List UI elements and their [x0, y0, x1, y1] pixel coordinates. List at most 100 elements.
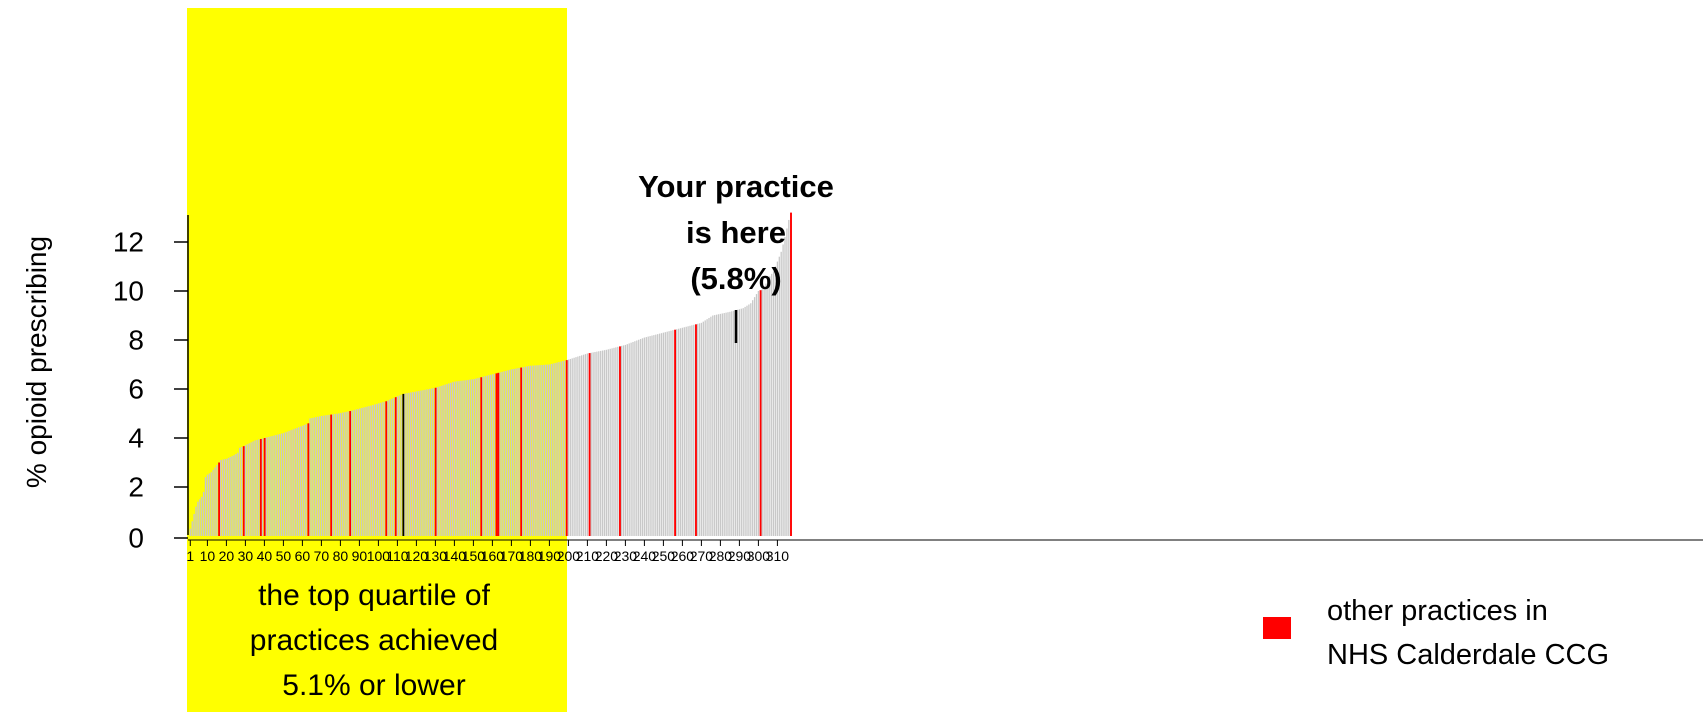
bar-practice — [586, 353, 589, 537]
y-tick-label: 8 — [128, 324, 144, 355]
bar-practice — [204, 477, 207, 536]
bar-practice — [755, 294, 758, 536]
bar-practice — [554, 363, 556, 536]
bar-practice — [429, 388, 431, 536]
bar-practice — [197, 501, 199, 536]
bar-practice — [278, 434, 281, 536]
bar-practice — [486, 375, 488, 536]
bar-practice — [212, 469, 214, 536]
bar-practice — [539, 365, 541, 536]
x-tick-label: 290 — [728, 548, 752, 564]
bar-practice — [448, 383, 450, 536]
bar-practice — [491, 374, 494, 536]
bar-practice — [455, 381, 457, 536]
bar-practice — [643, 337, 646, 536]
bar-practice — [584, 354, 587, 536]
bar-practice — [299, 426, 302, 537]
bar-practice — [784, 237, 786, 536]
x-tick-label: 140 — [443, 548, 467, 564]
bar-practice — [645, 337, 647, 536]
x-tick-label: 180 — [519, 548, 543, 564]
bar-practice — [558, 362, 560, 536]
bar-practice — [763, 288, 765, 536]
bar-practice — [206, 474, 209, 536]
bar-practice — [225, 458, 228, 536]
bar-ccg-practice — [588, 353, 591, 536]
bar-practice — [662, 332, 665, 536]
bar-practice — [430, 388, 433, 536]
bar-practice — [202, 491, 205, 536]
bar-practice — [666, 331, 668, 536]
bar-practice — [630, 342, 632, 536]
bar-practice — [639, 339, 642, 536]
bar-practice — [404, 393, 406, 536]
x-tick-label: 230 — [614, 548, 638, 564]
bar-practice — [717, 314, 720, 536]
bar-practice — [733, 310, 735, 536]
bar-practice — [294, 428, 296, 536]
bar-practice — [641, 338, 644, 536]
bar-practice — [590, 352, 592, 536]
bar-practice — [467, 379, 469, 536]
bar-practice — [453, 381, 456, 536]
bar-practice — [265, 437, 267, 536]
bar-ccg-practice — [263, 438, 266, 536]
bar-practice — [254, 440, 256, 536]
bar-practice — [753, 297, 756, 537]
y-axis-label: % opioid prescribing — [21, 236, 52, 488]
bar-practice — [524, 366, 526, 536]
bar-practice — [244, 445, 247, 536]
bar-practice — [484, 376, 486, 536]
bar-practice — [772, 271, 775, 536]
bar-practice — [664, 332, 666, 536]
bar-practice — [267, 437, 269, 536]
bar-practice — [548, 364, 551, 536]
bar-practice — [221, 459, 224, 536]
bar-practice — [417, 391, 419, 536]
bar-practice — [328, 414, 330, 536]
bar-practice — [657, 334, 659, 536]
bar-practice — [354, 409, 357, 536]
bar-practice — [516, 368, 518, 536]
bar-practice — [214, 467, 216, 536]
bar-practice — [541, 364, 543, 536]
bar-practice — [413, 391, 416, 536]
y-tick-label: 0 — [128, 522, 144, 553]
bar-practice — [600, 350, 602, 536]
bar-practice — [364, 407, 366, 536]
bar-practice — [679, 328, 682, 536]
bar-practice — [341, 412, 343, 536]
bar-practice — [463, 380, 465, 536]
bar-practice — [280, 433, 283, 536]
x-tick-label: 110 — [386, 548, 409, 564]
quartile-note-line-1: the top quartile of — [258, 579, 490, 612]
y-tick-label: 4 — [128, 422, 144, 453]
bar-practice — [351, 410, 353, 536]
bar-practice — [277, 434, 279, 536]
bar-practice — [389, 399, 391, 536]
bar-practice — [706, 319, 708, 536]
x-ticks: 1 10 20 30 40 50 60 70 80 90 100110120130140150160… — [186, 540, 789, 564]
bar-practice — [715, 314, 718, 536]
bar-practice — [392, 397, 395, 536]
bar-practice — [396, 396, 399, 536]
bar-practice — [569, 358, 571, 536]
bar-practice — [229, 456, 231, 536]
bar-practice — [510, 369, 513, 536]
bar-practice — [468, 379, 471, 536]
bar-practice — [518, 367, 520, 536]
bar-practice — [400, 394, 402, 536]
bar-ccg-practice — [330, 414, 333, 536]
bar-practice — [201, 496, 203, 536]
bar-practice — [757, 291, 760, 536]
bar-practice — [482, 376, 484, 536]
x-tick-label: 250 — [652, 548, 676, 564]
bar-practice — [297, 427, 300, 536]
quartile-note-line-2: practices achieved — [250, 624, 498, 657]
bar-practice — [223, 459, 226, 536]
x-tick-label: 280 — [709, 548, 733, 564]
bar-practice — [499, 372, 501, 536]
bar-practice — [286, 431, 288, 536]
bar-practice — [239, 447, 241, 536]
bar-ccg-practice — [307, 423, 310, 536]
